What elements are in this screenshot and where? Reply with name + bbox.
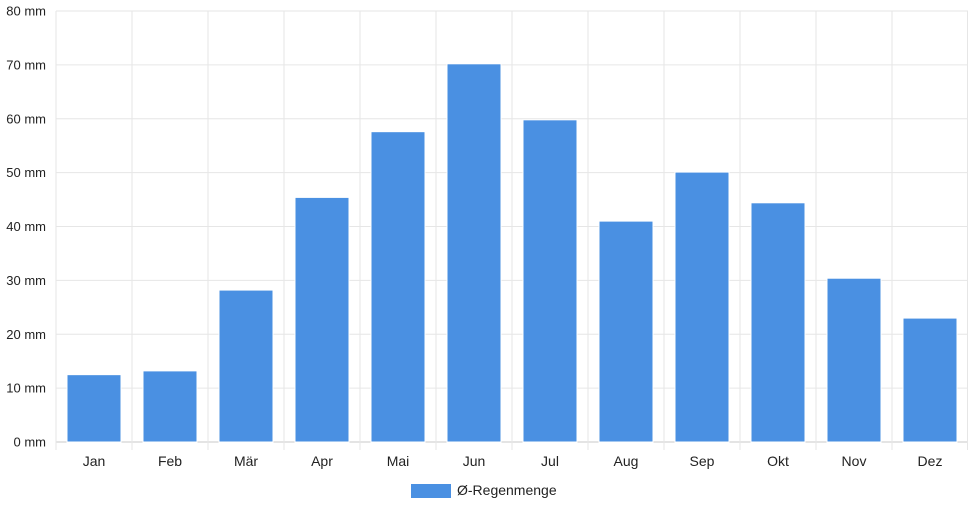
x-tick-label: Aug [614, 453, 639, 469]
x-tick-label: Okt [767, 453, 789, 469]
x-tick-label: Jul [541, 453, 559, 469]
y-tick-label: 80 mm [6, 4, 46, 19]
y-tick-label: 30 mm [6, 273, 46, 288]
bar[interactable] [598, 220, 654, 443]
bar-layer [66, 63, 958, 443]
legend-swatch[interactable] [411, 484, 451, 498]
bar[interactable] [522, 119, 578, 443]
x-tick-label: Mär [234, 453, 258, 469]
bar[interactable] [66, 374, 122, 443]
y-tick-label: 40 mm [6, 219, 46, 234]
y-tick-label: 0 mm [14, 435, 47, 450]
y-tick-label: 10 mm [6, 381, 46, 396]
bar[interactable] [370, 131, 426, 443]
bar[interactable] [294, 196, 350, 443]
x-tick-label: Jun [463, 453, 486, 469]
y-tick-label: 20 mm [6, 327, 46, 342]
x-tick-label: Feb [158, 453, 182, 469]
x-tick-label: Sep [690, 453, 715, 469]
bar[interactable] [674, 171, 730, 443]
x-tick-label: Nov [842, 453, 867, 469]
x-tick-label: Jan [83, 453, 106, 469]
bar[interactable] [750, 202, 806, 443]
bar[interactable] [826, 277, 882, 443]
legend-label[interactable]: Ø-Regenmenge [457, 482, 557, 498]
y-tick-label: 70 mm [6, 57, 46, 72]
bar[interactable] [446, 63, 502, 443]
y-tick-label: 60 mm [6, 111, 46, 126]
x-tick-label: Mai [387, 453, 410, 469]
bar[interactable] [218, 289, 274, 443]
x-tick-label: Apr [311, 453, 333, 469]
x-tick-label: Dez [918, 453, 943, 469]
bar[interactable] [142, 370, 198, 443]
legend[interactable]: Ø-Regenmenge [411, 482, 557, 498]
axis-layer: 0 mm 10 mm 20 mm 30 mm 40 mm 50 mm 60 mm 70 mm 8… [6, 4, 942, 470]
bar[interactable] [902, 317, 958, 443]
y-tick-label: 50 mm [6, 165, 46, 180]
